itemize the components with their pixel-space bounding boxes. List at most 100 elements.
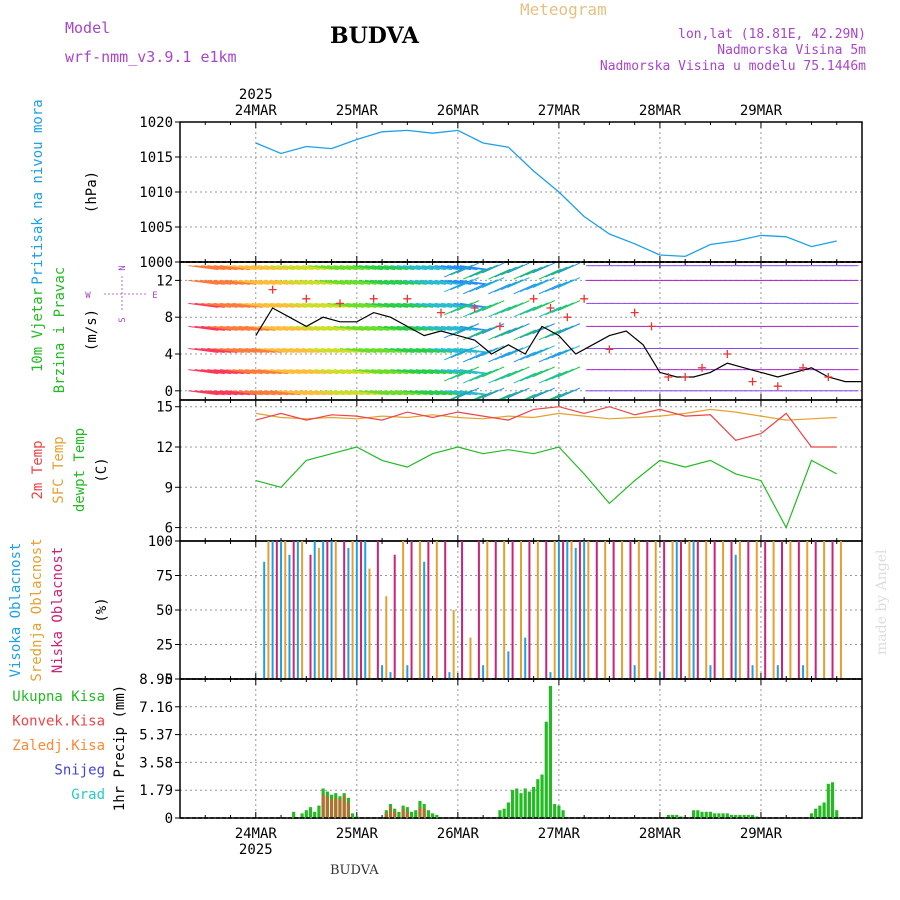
- wind-barb: [519, 266, 543, 278]
- precip-total-bar: [426, 810, 430, 818]
- wind-barb: [371, 325, 402, 331]
- wind-barb: [232, 369, 263, 375]
- wind-barb: [428, 265, 459, 271]
- wind-barb: [327, 390, 358, 396]
- precip-total-bar: [734, 814, 738, 818]
- wind-barb: [213, 302, 244, 308]
- wind-barb: [352, 265, 383, 271]
- wind-barb: [333, 279, 364, 285]
- wind-barb: [352, 390, 383, 396]
- temperature-ytick-label: 12: [156, 440, 173, 456]
- wind-barb: [295, 265, 326, 271]
- wind-barb: [257, 347, 288, 353]
- wind-barb: [358, 302, 389, 308]
- wind-barb: [226, 279, 257, 285]
- x-date-label-bottom: 28MAR: [639, 826, 682, 842]
- wind-barb: [283, 369, 314, 375]
- wind-barb: [320, 265, 352, 271]
- wind-barb: [409, 302, 440, 308]
- wind-barb: [557, 345, 581, 357]
- wind-barb: [488, 268, 511, 280]
- wind-barb: [226, 302, 257, 308]
- wind-barb: [473, 391, 492, 400]
- wind-barb: [308, 347, 339, 353]
- wind-barb: [188, 347, 219, 353]
- precip-conv-bar: [418, 807, 422, 818]
- wind-barb: [551, 347, 574, 359]
- wind-barb: [390, 265, 421, 271]
- wind-barb: [488, 329, 511, 341]
- wind-axis-label-line: 10m Vjetar: [30, 288, 46, 372]
- wind-barb: [384, 279, 415, 285]
- wind-barb: [500, 389, 524, 400]
- wind-barb: [308, 302, 339, 308]
- wind-barb: [314, 347, 345, 353]
- wind-barb: [346, 369, 377, 375]
- wind-barb: [384, 369, 415, 375]
- wind-barb: [526, 302, 549, 314]
- chart-title: BUDVA: [330, 23, 420, 49]
- precip-total-bar: [700, 811, 704, 818]
- precip-total-bar: [696, 810, 700, 818]
- wind-barb: [377, 347, 408, 353]
- wind-barb: [270, 347, 301, 353]
- wind-barb: [358, 279, 389, 285]
- precip-total-bar: [713, 813, 717, 818]
- wind-barb: [346, 265, 377, 271]
- wind-barb-layer: [188, 262, 859, 400]
- precip-ytick-label: 0: [165, 811, 173, 827]
- wind-barb: [289, 369, 320, 375]
- wind-barb: [371, 369, 402, 375]
- precip-conv-bar: [401, 808, 405, 818]
- pressure-series-line: [255, 129, 837, 258]
- wind-barb: [384, 265, 415, 271]
- wind-barb: [371, 302, 402, 308]
- wind-barb: [481, 277, 505, 289]
- wind-barb: [283, 265, 314, 271]
- wind-barb: [428, 390, 459, 396]
- wind-barb: [526, 264, 549, 276]
- wind-barb: [308, 279, 339, 285]
- wind-barb: [245, 347, 276, 353]
- wind-gust-marker: [268, 285, 277, 294]
- compass-cross: [104, 276, 146, 312]
- wind-barb: [450, 264, 473, 276]
- cloud-ytick-label: 0: [165, 672, 173, 688]
- wind-barb: [513, 268, 536, 280]
- wind-barb: [194, 369, 225, 375]
- wind-compass: N W E S: [85, 265, 157, 322]
- wind-barb: [475, 302, 499, 314]
- wind-barb: [447, 390, 478, 396]
- wind-gust-marker: [647, 322, 656, 331]
- precip-total-bar: [527, 791, 531, 818]
- wind-barb: [264, 347, 295, 353]
- wind-ytick-label: 12: [156, 273, 173, 289]
- precip-total-bar: [742, 814, 746, 818]
- temperature-frame: [179, 399, 863, 542]
- wind-barb: [346, 347, 377, 353]
- wind-barb: [403, 347, 434, 353]
- precip-total-bar: [435, 814, 439, 818]
- precip-total-bar: [692, 810, 696, 818]
- wind-barb: [232, 390, 263, 396]
- wind-barb: [551, 389, 574, 400]
- wind-barb: [308, 369, 339, 375]
- wind-barb: [523, 391, 543, 400]
- wind-barb: [538, 351, 562, 363]
- precip-total-bar: [814, 808, 818, 818]
- wind-barb: [450, 279, 473, 291]
- wind-barb: [422, 265, 453, 271]
- wind-barb: [557, 262, 581, 274]
- wind-barb: [295, 279, 326, 285]
- wind-barb: [434, 390, 465, 396]
- wind-unit-label: (m/s): [84, 309, 100, 351]
- wind-barb: [532, 366, 555, 378]
- precip-total-bar: [519, 793, 523, 818]
- wind-barb: [447, 302, 478, 308]
- wind-barb: [488, 372, 511, 384]
- wind-barb: [545, 349, 568, 361]
- wind-barb: [551, 368, 574, 380]
- wind-barb: [365, 347, 396, 353]
- wind-barb: [463, 283, 486, 295]
- wind-barb: [532, 387, 555, 399]
